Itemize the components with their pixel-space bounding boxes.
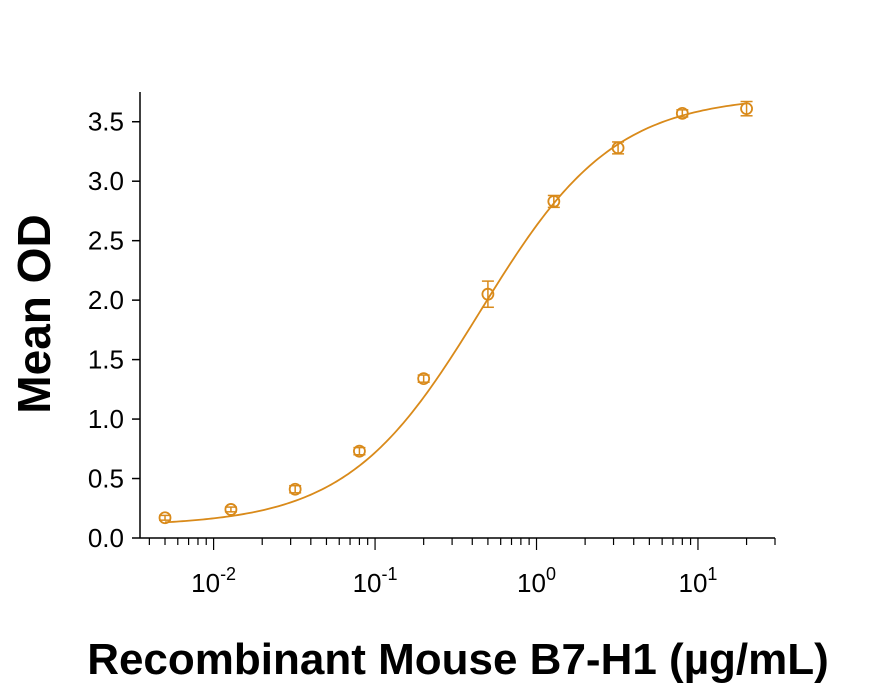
data-point	[547, 195, 561, 208]
data-point	[224, 503, 238, 516]
x-axis-title: Recombinant Mouse B7-H1 (µg/mL)	[87, 635, 829, 684]
data-point	[740, 102, 753, 116]
fit-curve-layer	[164, 102, 747, 524]
data-point	[675, 107, 689, 120]
data-point	[611, 141, 625, 155]
y-tick-label: 0.0	[88, 523, 124, 553]
data-points-layer	[158, 100, 753, 525]
x-tick-label: 101	[678, 564, 717, 598]
data-point	[417, 372, 431, 386]
x-tick-label: 100	[517, 564, 556, 598]
data-point	[288, 482, 302, 496]
data-point	[158, 511, 172, 525]
fit-curve	[164, 102, 747, 524]
y-tick-label: 2.5	[88, 226, 124, 256]
y-tick-label: 3.5	[88, 107, 124, 137]
y-tick-label: 2.0	[88, 285, 124, 315]
data-point	[481, 287, 495, 301]
y-axis-title: Mean OD	[8, 214, 60, 413]
y-tick-label: 3.0	[88, 166, 124, 196]
x-tick-label: 10-2	[191, 564, 236, 598]
y-tick-label: 1.0	[88, 404, 124, 434]
y-tick-label: 1.5	[88, 345, 124, 375]
axes: 0.0 0.5 1.0 1.5 2.0 2.5 3.0 3.5 10-2 10-1 100 101	[88, 92, 776, 598]
x-tick-label: 10-1	[353, 564, 398, 598]
data-point	[353, 444, 366, 458]
y-tick-label: 0.5	[88, 464, 124, 494]
